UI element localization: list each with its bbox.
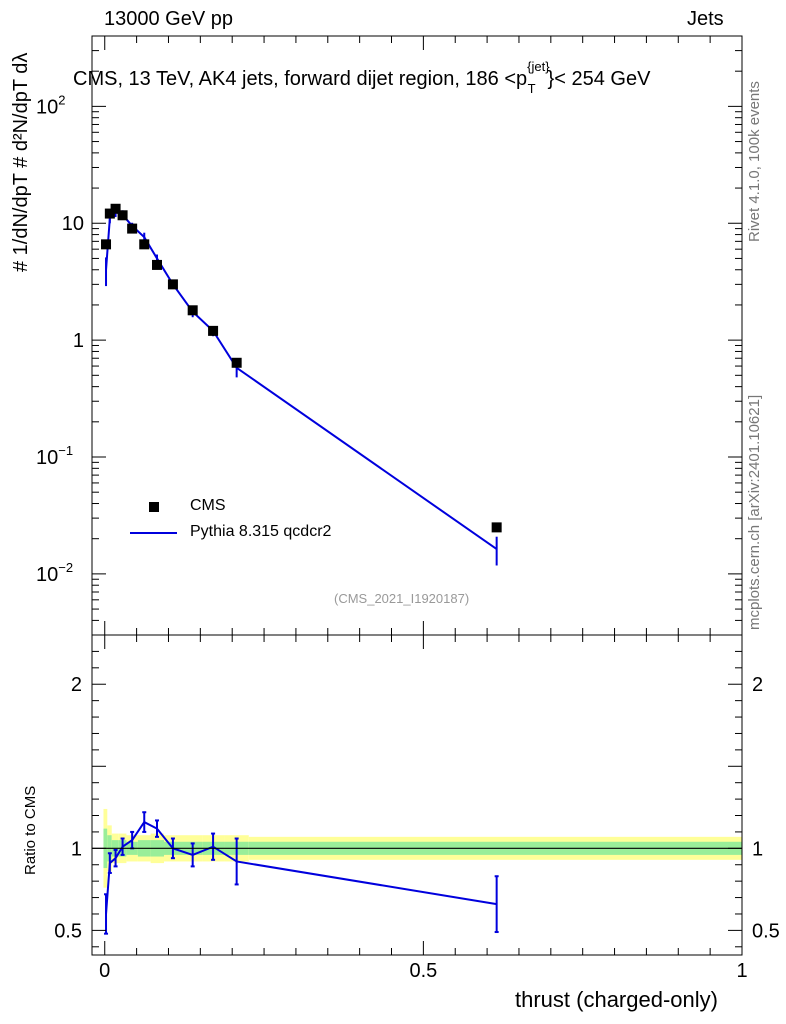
rivet-label: Rivet 4.1.0, 100k events [746, 81, 763, 242]
cms-data-point [104, 208, 115, 219]
ratio-y-tick-label-right: 0.5 [752, 920, 780, 942]
y-tick-label: 102 [36, 92, 65, 118]
main-panel-data [101, 203, 502, 566]
ratio-panel-data [104, 811, 499, 935]
mcplots-label: mcplots.cern.ch [arXiv:2401.10621] [746, 394, 763, 630]
legend-cms-label: CMS [190, 497, 226, 514]
y-tick-exponent: 2 [58, 92, 65, 107]
chart-title: CMS, 13 TeV, AK4 jets, forward dijet reg… [73, 59, 651, 96]
axes [91, 35, 743, 956]
ratio-y-tick-label-left: 1 [71, 838, 82, 860]
cms-data-point [208, 325, 219, 336]
header-right: Jets [687, 8, 724, 30]
cms-data-point [139, 239, 150, 250]
x-tick-label: 1 [736, 960, 747, 982]
y-tick-exponent: −1 [58, 443, 73, 458]
x-axis-label: thrust (charged-only) [515, 987, 718, 1012]
cms-data-point [127, 223, 138, 234]
y-tick-exponent: −2 [58, 560, 73, 575]
x-tick-label: 0.5 [409, 960, 437, 982]
cms-data-point [101, 239, 112, 250]
cms-data-point [152, 259, 162, 270]
ratio-y-tick-label-left: 0.5 [54, 920, 82, 942]
pythia-line [105, 210, 498, 550]
cms-data-point [491, 522, 502, 533]
y-tick-label: 10−1 [36, 443, 73, 469]
cms-data-point [231, 357, 242, 368]
ratio-panel-frame [91, 634, 743, 956]
y-tick-label: 10−2 [36, 560, 73, 586]
ratio-y-axis-label: Ratio to CMS [22, 785, 39, 875]
analysis-reference: (CMS_2021_I1920187) [334, 591, 470, 606]
y-tick-label: 10 [62, 213, 84, 235]
legend-pythia-label: Pythia 8.315 qcdcr2 [190, 523, 332, 540]
x-tick-label: 0 [99, 960, 110, 982]
cms-data-point [187, 305, 198, 316]
ratio-y-tick-label-right: 1 [752, 838, 763, 860]
cms-data-point [117, 210, 128, 221]
cms-data-point [110, 203, 121, 214]
ratio-y-tick-label-left: 2 [71, 674, 82, 696]
header-left: 13000 GeV pp [104, 8, 233, 30]
main-panel-frame [91, 35, 743, 636]
legend-cms-marker [149, 502, 159, 512]
main-y-axis-label: # 1/dN/dpT # d²N/dpT dλ [10, 52, 32, 272]
cms-data-point [167, 279, 178, 290]
ratio-y-tick-label-right: 2 [752, 674, 763, 696]
y-tick-label: 1 [73, 330, 84, 352]
